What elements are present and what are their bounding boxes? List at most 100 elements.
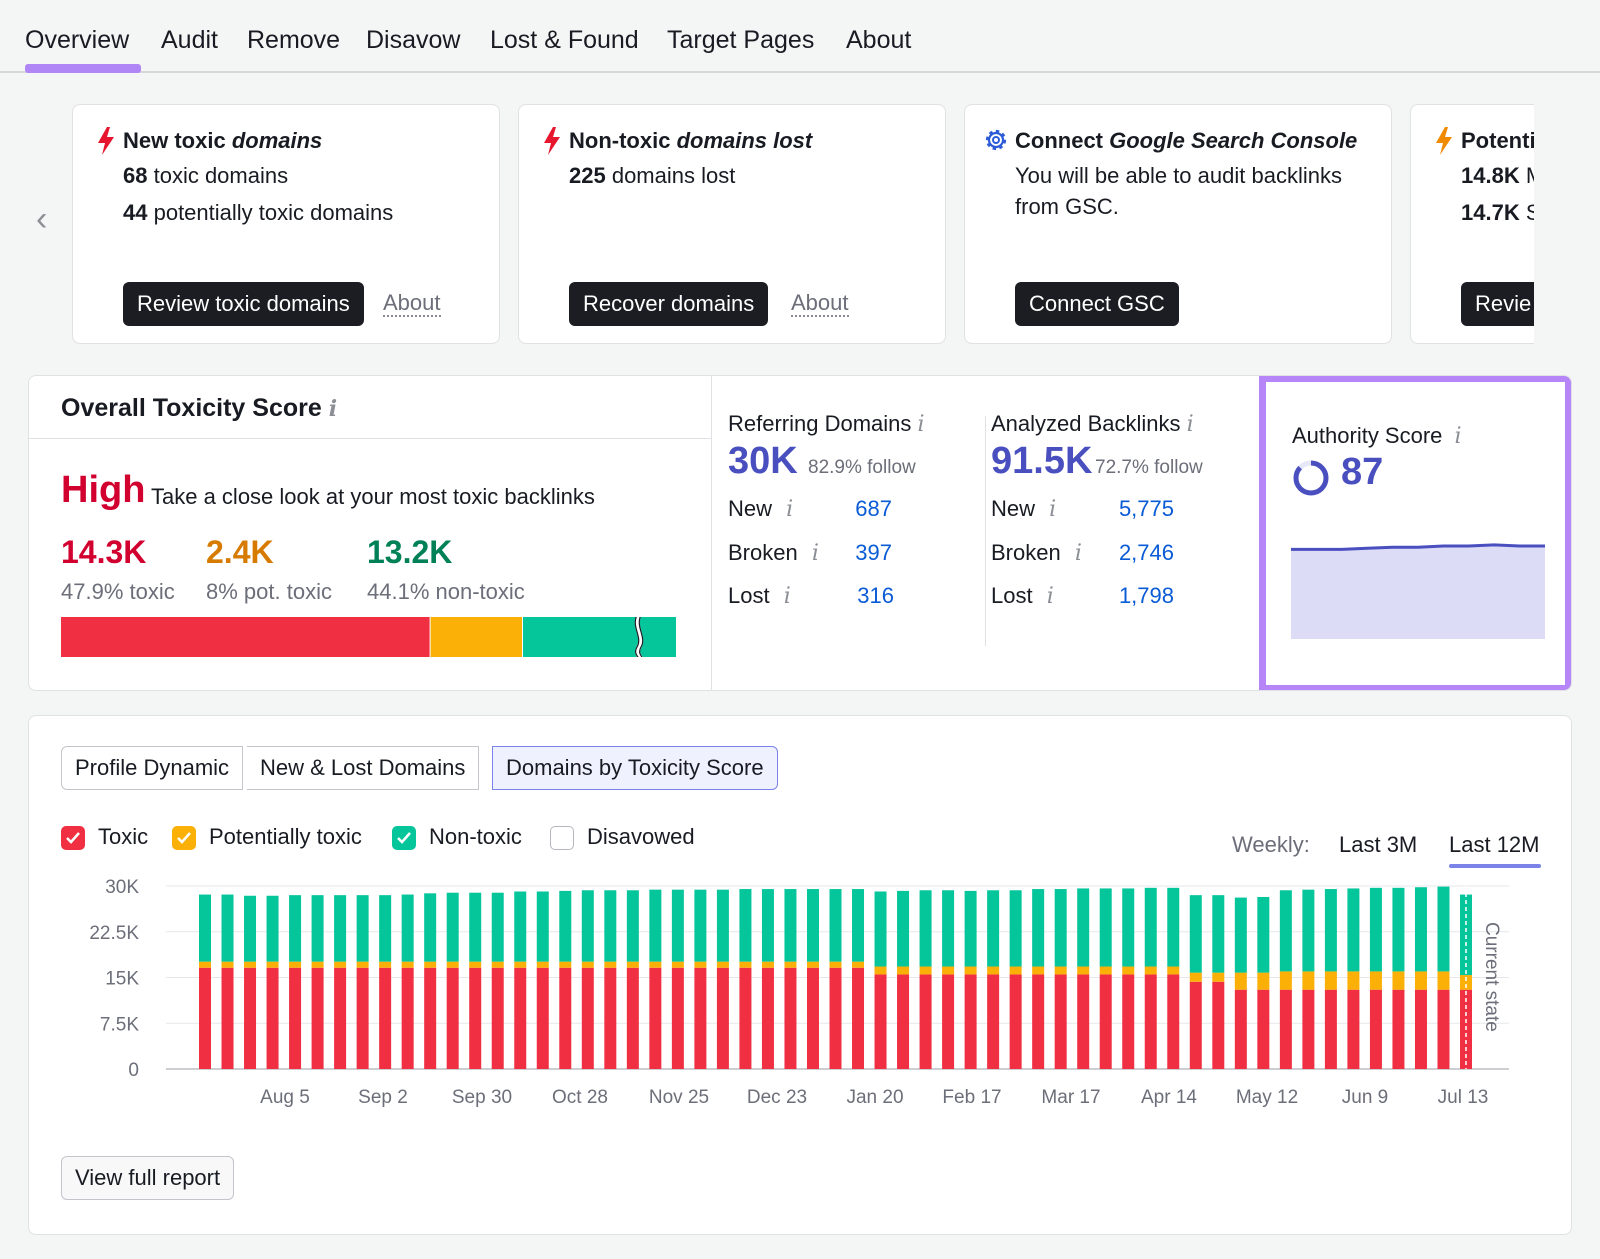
referring-domains-value[interactable]: 30K	[728, 440, 798, 482]
bar-non-toxic[interactable]	[1144, 887, 1157, 967]
bar-toxic[interactable]	[424, 967, 437, 1069]
bar-non-toxic[interactable]	[1189, 895, 1202, 973]
bar-potentially-toxic[interactable]	[1144, 966, 1157, 975]
bar-toxic[interactable]	[1279, 989, 1292, 1069]
bar-potentially-toxic[interactable]	[852, 961, 865, 968]
bar-potentially-toxic[interactable]	[266, 961, 279, 968]
about-link[interactable]: About	[383, 290, 441, 317]
bar-potentially-toxic[interactable]	[244, 961, 257, 968]
bar-toxic[interactable]	[1144, 974, 1157, 1069]
bar-potentially-toxic[interactable]	[199, 961, 211, 968]
bar-non-toxic[interactable]	[874, 891, 887, 967]
bar-potentially-toxic[interactable]	[806, 961, 819, 968]
bar-potentially-toxic[interactable]	[379, 961, 392, 968]
bar-toxic[interactable]	[897, 974, 910, 1069]
bar-non-toxic[interactable]	[739, 889, 752, 962]
bar-potentially-toxic[interactable]	[289, 961, 302, 968]
legend-non-toxic[interactable]: Non-toxic	[429, 824, 522, 849]
bar-toxic[interactable]	[221, 967, 234, 1069]
bar-toxic[interactable]	[626, 967, 639, 1069]
bar-non-toxic[interactable]	[1460, 894, 1472, 976]
bar-toxic[interactable]	[919, 974, 932, 1069]
info-icon[interactable]: i	[1074, 541, 1082, 566]
bar-potentially-toxic[interactable]	[581, 961, 594, 968]
tab-domains-by-toxicity[interactable]: Domains by Toxicity Score	[492, 746, 778, 790]
bar-toxic[interactable]	[199, 967, 211, 1069]
bar-toxic[interactable]	[852, 967, 865, 1069]
review-toxic-domains-button[interactable]: Review toxic domains	[123, 282, 364, 326]
bar-non-toxic[interactable]	[469, 892, 482, 962]
bar-potentially-toxic[interactable]	[424, 961, 437, 968]
bar-potentially-toxic[interactable]	[1189, 972, 1202, 982]
tab-remove[interactable]: Remove	[247, 26, 341, 54]
bar-non-toxic[interactable]	[266, 895, 279, 962]
bar-toxic[interactable]	[604, 967, 617, 1069]
tab-about[interactable]: About	[846, 26, 912, 54]
bar-toxic[interactable]	[446, 967, 459, 1069]
bar-non-toxic[interactable]	[356, 895, 369, 962]
bar-potentially-toxic[interactable]	[1392, 971, 1405, 990]
bar-potentially-toxic[interactable]	[1054, 966, 1067, 975]
bar-toxic[interactable]	[829, 967, 842, 1069]
bar-toxic[interactable]	[1414, 989, 1427, 1069]
bar-non-toxic[interactable]	[649, 889, 662, 962]
bar-toxic[interactable]	[1032, 974, 1045, 1069]
bar-potentially-toxic[interactable]	[1077, 966, 1090, 975]
bar-potentially-toxic[interactable]	[559, 961, 572, 968]
bar-toxic[interactable]	[244, 967, 257, 1069]
bar-non-toxic[interactable]	[806, 889, 819, 962]
bar-potentially-toxic[interactable]	[694, 961, 707, 968]
bar-toxic[interactable]	[559, 967, 572, 1069]
bar-toxic[interactable]	[1392, 989, 1405, 1069]
potentially-toxic-checkbox[interactable]	[172, 826, 196, 850]
bar-non-toxic[interactable]	[581, 890, 594, 962]
bar-toxic[interactable]	[806, 967, 819, 1069]
bar-toxic[interactable]	[514, 967, 527, 1069]
bar-potentially-toxic[interactable]	[829, 961, 842, 968]
bar-non-toxic[interactable]	[829, 889, 842, 962]
bar-potentially-toxic[interactable]	[1234, 972, 1247, 990]
bar-toxic[interactable]	[1234, 989, 1247, 1069]
bar-non-toxic[interactable]	[1347, 888, 1360, 972]
info-icon[interactable]: i	[811, 541, 819, 566]
bar-non-toxic[interactable]	[536, 891, 549, 962]
bar-toxic[interactable]	[716, 967, 729, 1069]
info-icon[interactable]: i	[1046, 584, 1054, 609]
bar-toxic[interactable]	[266, 967, 279, 1069]
tab-new-lost-domains[interactable]: New & Lost Domains	[247, 746, 480, 790]
period-last-3m[interactable]: Last 3M	[1339, 832, 1418, 857]
connect-gsc-button[interactable]: Connect GSC	[1015, 282, 1179, 326]
bar-toxic[interactable]	[1257, 989, 1270, 1069]
bar-potentially-toxic[interactable]	[671, 961, 684, 968]
bar-non-toxic[interactable]	[244, 895, 257, 962]
bar-toxic[interactable]	[987, 974, 1000, 1069]
bar-potentially-toxic[interactable]	[897, 966, 910, 975]
ref-new-value[interactable]: 687	[855, 496, 892, 521]
bar-non-toxic[interactable]	[1167, 887, 1180, 967]
bar-non-toxic[interactable]	[1437, 886, 1450, 972]
ref-lost-value[interactable]: 316	[857, 583, 894, 608]
bar-non-toxic[interactable]	[604, 890, 617, 962]
bar-potentially-toxic[interactable]	[1324, 971, 1337, 990]
bar-toxic[interactable]	[1437, 989, 1450, 1069]
review-button[interactable]: Revie	[1461, 282, 1534, 326]
bar-toxic[interactable]	[942, 974, 955, 1069]
bar-potentially-toxic[interactable]	[987, 966, 1000, 975]
bar-non-toxic[interactable]	[1257, 896, 1270, 973]
bar-potentially-toxic[interactable]	[1437, 971, 1450, 990]
about-link[interactable]: About	[791, 290, 849, 317]
bar-potentially-toxic[interactable]	[356, 961, 369, 968]
bar-toxic[interactable]	[1369, 989, 1382, 1069]
bar-toxic[interactable]	[1077, 974, 1090, 1069]
bar-non-toxic[interactable]	[1392, 887, 1405, 972]
bar-potentially-toxic[interactable]	[1032, 966, 1045, 975]
analyzed-backlinks-value[interactable]: 91.5K	[991, 440, 1093, 482]
bar-potentially-toxic[interactable]	[221, 961, 234, 968]
bar-potentially-toxic[interactable]	[514, 961, 527, 968]
bar-non-toxic[interactable]	[671, 889, 684, 962]
bar-toxic[interactable]	[1167, 974, 1180, 1069]
bar-non-toxic[interactable]	[491, 892, 504, 962]
bar-potentially-toxic[interactable]	[1347, 971, 1360, 990]
bar-toxic[interactable]	[964, 974, 977, 1069]
bar-potentially-toxic[interactable]	[1122, 966, 1135, 975]
